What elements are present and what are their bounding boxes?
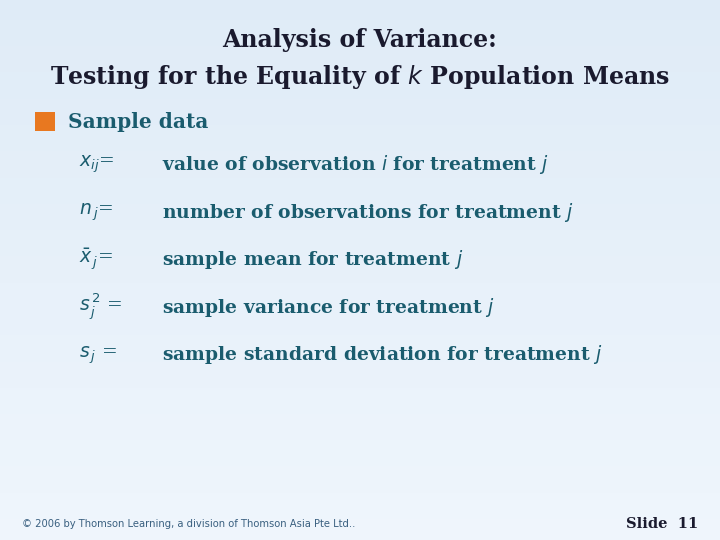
Text: Slide  11: Slide 11: [626, 517, 698, 531]
FancyBboxPatch shape: [35, 112, 55, 131]
Text: sample variance for treatment $j$: sample variance for treatment $j$: [162, 296, 495, 319]
Text: $n_{\,j}$=: $n_{\,j}$=: [79, 201, 113, 223]
Text: $x_{ij}$=: $x_{ij}$=: [79, 154, 114, 176]
Text: $\bar{x}_{\,j}$=: $\bar{x}_{\,j}$=: [79, 247, 113, 272]
Text: $s_{\,j}$ =: $s_{\,j}$ =: [79, 344, 117, 366]
Text: sample mean for treatment $j$: sample mean for treatment $j$: [162, 248, 464, 271]
Text: Testing for the Equality of $\mathit{k}$ Population Means: Testing for the Equality of $\mathit{k}$…: [50, 63, 670, 91]
Text: value of observation $i$ for treatment $j$: value of observation $i$ for treatment $…: [162, 153, 549, 176]
Text: $s_{\,j}^{\,2}$ =: $s_{\,j}^{\,2}$ =: [79, 292, 122, 322]
Text: Analysis of Variance:: Analysis of Variance:: [222, 29, 498, 52]
Text: Sample data: Sample data: [68, 111, 209, 132]
Text: © 2006 by Thomson Learning, a division of Thomson Asia Pte Ltd..: © 2006 by Thomson Learning, a division o…: [22, 519, 355, 529]
Text: number of observations for treatment $j$: number of observations for treatment $j$: [162, 201, 574, 224]
Text: sample standard deviation for treatment $j$: sample standard deviation for treatment …: [162, 343, 603, 366]
